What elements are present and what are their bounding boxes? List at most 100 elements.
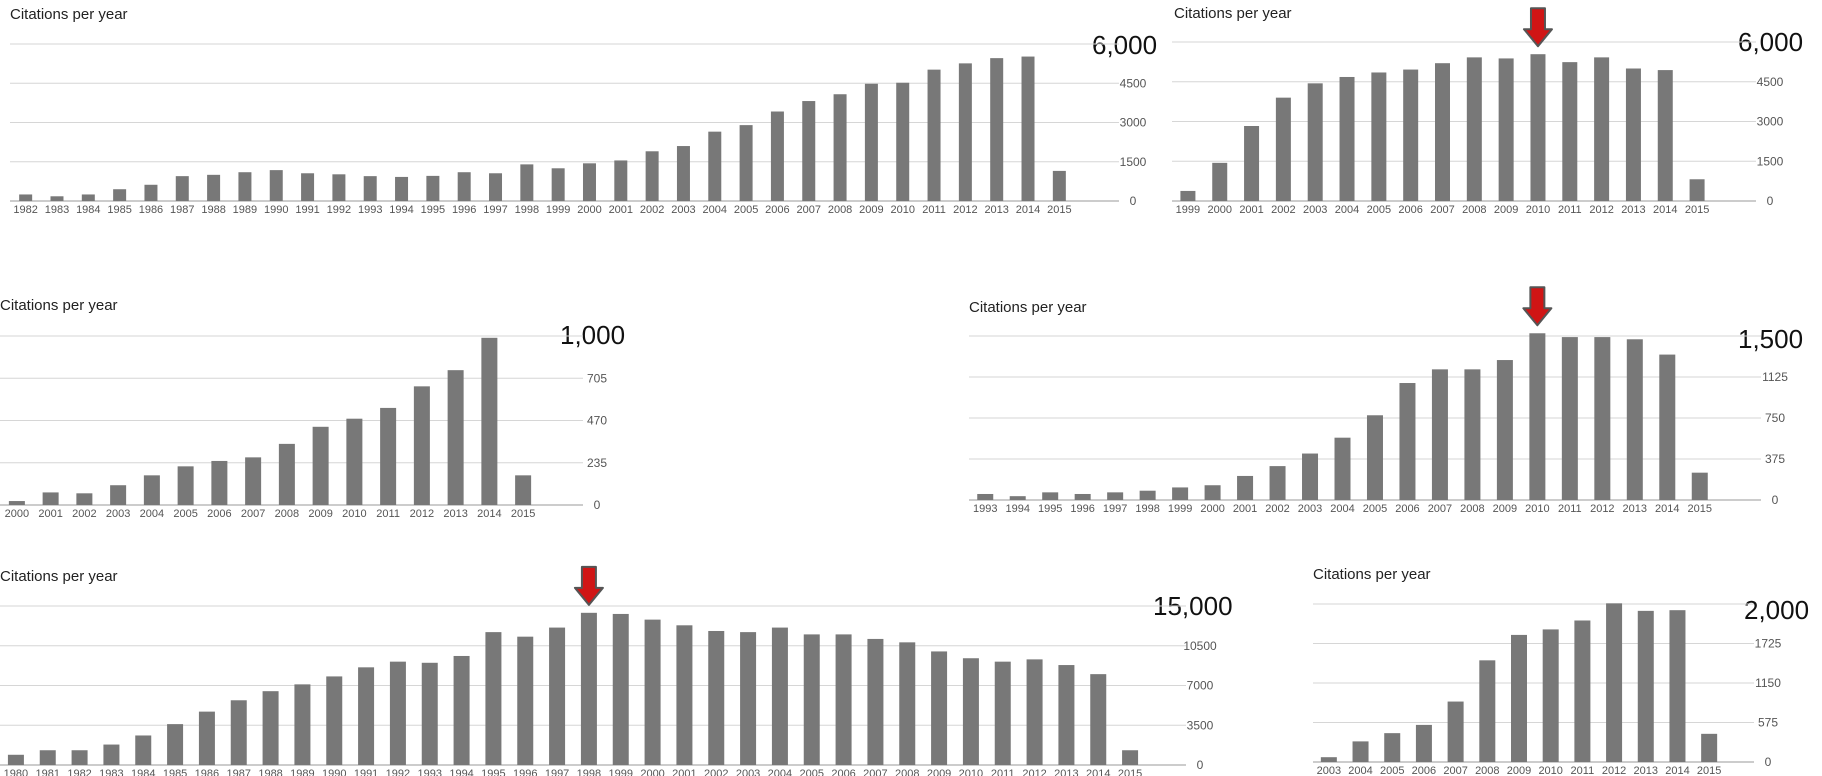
bar-chart: 4500 3000 1500 0 1982 1983 1984 1985 1986 1987 198… [10, 43, 1147, 216]
bar-chart: 1125 750 375 0 1993 1994 1995 1996 1997 1998 1999 2… [969, 286, 1788, 515]
x-tick-label: 2011 [922, 204, 946, 216]
x-tick-label: 2010 [342, 508, 366, 520]
bar [1334, 437, 1351, 500]
bar [520, 164, 534, 201]
bar [1447, 701, 1464, 762]
x-tick-label: 2008 [828, 204, 852, 216]
x-tick-label: 2008 [1460, 503, 1484, 515]
bar [1625, 68, 1641, 201]
x-tick-label: 2003 [1298, 503, 1322, 515]
x-tick-label: 2007 [1428, 503, 1452, 515]
x-tick-label: 2003 [1317, 765, 1341, 776]
bar [515, 475, 532, 505]
bar [927, 69, 941, 201]
bar [144, 184, 158, 201]
bar [1561, 337, 1578, 500]
x-tick-label: 2001 [672, 768, 696, 776]
bar [1172, 487, 1189, 500]
bar [1107, 492, 1124, 500]
bar-chart: 4500 3000 1500 0 1999 2000 2001 2002 2003 2004 200… [1172, 7, 1784, 216]
bar [167, 724, 184, 765]
x-tick-label: 1997 [483, 204, 507, 216]
bar [1307, 83, 1323, 201]
bar [453, 655, 470, 765]
y-tick-label: 1725 [1755, 637, 1782, 651]
bar [1669, 610, 1686, 762]
x-tick-label: 2002 [72, 508, 96, 520]
bar [1466, 57, 1482, 202]
x-tick-label: 2002 [640, 204, 664, 216]
x-tick-label: 2014 [1655, 503, 1679, 515]
bar [1403, 69, 1419, 201]
bar [238, 172, 252, 201]
bar [363, 176, 377, 201]
x-tick-label: 2009 [927, 768, 951, 776]
bar [1530, 54, 1546, 201]
bar [802, 101, 816, 201]
x-tick-label: 1985 [163, 768, 187, 776]
x-tick-label: 2008 [1462, 204, 1486, 216]
y-tick-label: 0 [1197, 758, 1204, 772]
chart-title: Citations per year [969, 299, 1087, 316]
bar [413, 386, 430, 505]
bar [269, 170, 283, 201]
x-tick-label: 2014 [1653, 204, 1677, 216]
bar [1021, 56, 1035, 202]
x-tick-label: 1992 [386, 768, 410, 776]
x-tick-label: 2014 [477, 508, 501, 520]
chart-title: Citations per year [1174, 5, 1292, 22]
bar [1701, 733, 1718, 762]
y-tick-label: 0 [1767, 194, 1774, 208]
x-tick-label: 1996 [1070, 503, 1094, 515]
bar [39, 750, 56, 765]
bar [358, 667, 375, 765]
x-tick-label: 2015 [511, 508, 535, 520]
bar [1074, 493, 1091, 500]
bar [1244, 126, 1260, 201]
bar [1139, 490, 1156, 500]
bar [994, 661, 1011, 765]
x-tick-label: 2006 [1395, 503, 1419, 515]
x-tick-label: 1989 [290, 768, 314, 776]
x-tick-label: 2008 [275, 508, 299, 520]
x-tick-label: 2014 [1665, 765, 1689, 776]
x-tick-label: 2008 [1475, 765, 1499, 776]
bar [1058, 665, 1075, 765]
bar [645, 151, 659, 201]
bar [676, 146, 690, 201]
bar [896, 82, 910, 201]
x-tick-label: 2011 [1558, 503, 1582, 515]
x-tick-label: 1988 [258, 768, 282, 776]
bar [332, 174, 346, 201]
bar [245, 457, 262, 505]
x-tick-label: 1995 [481, 768, 505, 776]
bar [1691, 472, 1708, 500]
bar [278, 443, 295, 505]
bar [803, 634, 820, 765]
bar [447, 370, 464, 505]
x-tick-label: 2007 [1443, 765, 1467, 776]
bar [301, 173, 315, 201]
x-tick-label: 1998 [1135, 503, 1159, 515]
y-tick-label: 375 [1765, 452, 1785, 466]
bar [1352, 741, 1369, 762]
bar [1204, 485, 1221, 500]
x-tick-label: 1991 [295, 204, 319, 216]
x-tick-label: 2014 [1086, 768, 1110, 776]
y-tick-label: 3000 [1757, 115, 1784, 129]
bar [395, 176, 409, 201]
bar [580, 612, 597, 765]
bar [426, 175, 440, 201]
y-tick-label: 1125 [1762, 370, 1788, 384]
bar [1320, 757, 1337, 762]
x-tick-label: 2013 [1623, 503, 1647, 515]
bar [1606, 603, 1623, 762]
x-tick-label: 2010 [1538, 765, 1562, 776]
x-tick-label: 1998 [577, 768, 601, 776]
chart-title: Citations per year [1313, 566, 1431, 583]
x-tick-label: 1994 [389, 204, 413, 216]
x-tick-label: 2009 [1493, 503, 1517, 515]
bar [770, 111, 784, 201]
x-tick-label: 1995 [1038, 503, 1062, 515]
